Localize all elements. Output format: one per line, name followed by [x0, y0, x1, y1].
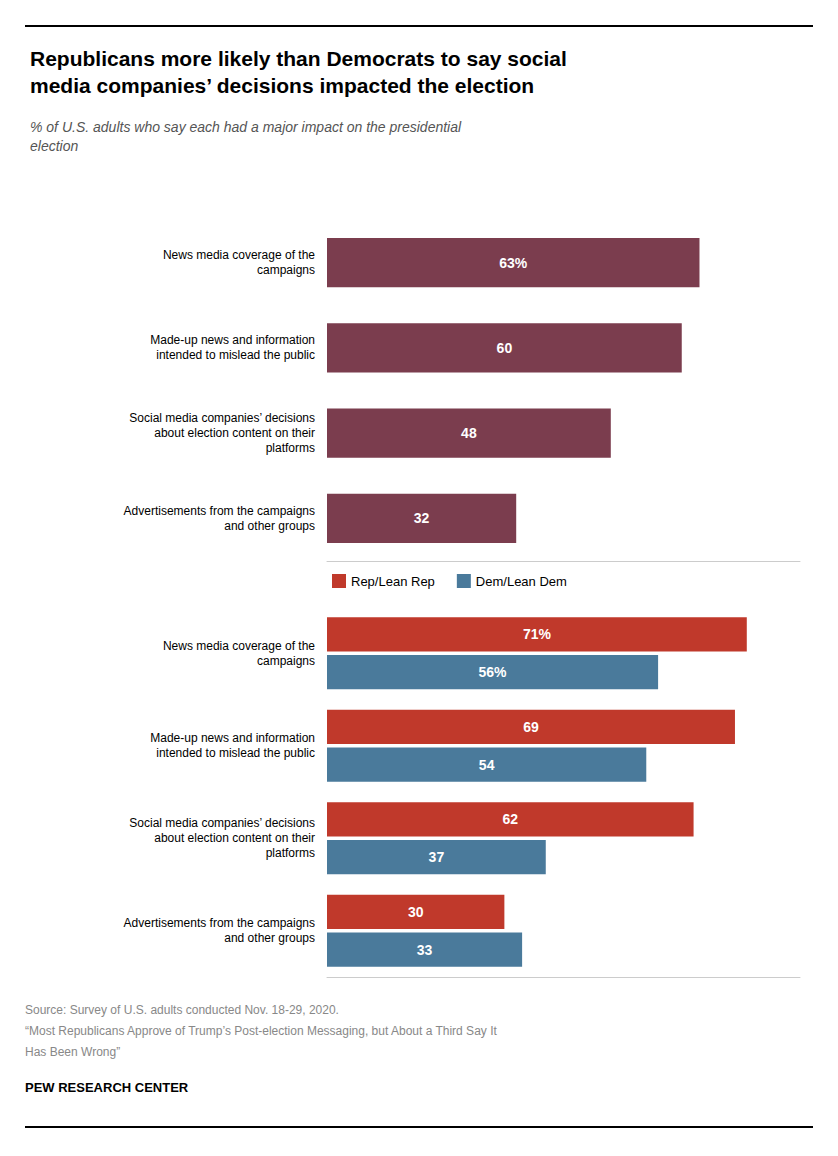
svg-text:33: 33	[417, 942, 433, 958]
svg-text:News media coverage of the: News media coverage of the	[163, 639, 315, 653]
svg-text:“Most Republicans Approve of T: “Most Republicans Approve of Trump’s Pos…	[25, 1024, 497, 1038]
svg-text:48: 48	[461, 425, 477, 441]
svg-text:platforms: platforms	[266, 441, 315, 455]
svg-text:Source: Survey of U.S. adults: Source: Survey of U.S. adults conducted …	[25, 1003, 339, 1017]
svg-text:Made-up news and information: Made-up news and information	[150, 731, 315, 745]
svg-text:Made-up news and information: Made-up news and information	[150, 333, 315, 347]
svg-text:and other groups: and other groups	[224, 519, 315, 533]
svg-text:60: 60	[497, 340, 513, 356]
svg-text:54: 54	[479, 757, 495, 773]
svg-text:% of U.S. adults who say each: % of U.S. adults who say each had a majo…	[30, 119, 462, 135]
svg-text:Social media companies’ decisi: Social media companies’ decisions	[129, 411, 315, 425]
svg-text:media companies’ decisions imp: media companies’ decisions impacted the …	[30, 74, 534, 97]
svg-text:71%: 71%	[523, 626, 552, 642]
svg-text:about election content on thei: about election content on their	[154, 831, 315, 845]
svg-text:37: 37	[429, 849, 445, 865]
svg-text:69: 69	[523, 719, 539, 735]
svg-text:News media coverage of the: News media coverage of the	[163, 248, 315, 262]
svg-text:campaigns: campaigns	[257, 654, 315, 668]
svg-text:about election content on thei: about election content on their	[154, 426, 315, 440]
svg-text:PEW RESEARCH CENTER: PEW RESEARCH CENTER	[25, 1080, 189, 1095]
svg-text:56%: 56%	[479, 664, 508, 680]
svg-text:Republicans more likely than D: Republicans more likely than Democrats t…	[30, 47, 567, 70]
svg-text:Dem/Lean Dem: Dem/Lean Dem	[476, 574, 567, 589]
svg-text:Rep/Lean Rep: Rep/Lean Rep	[351, 574, 435, 589]
svg-text:63%: 63%	[499, 255, 528, 271]
svg-text:62: 62	[502, 811, 518, 827]
svg-text:Has Been Wrong”: Has Been Wrong”	[25, 1045, 120, 1059]
svg-text:32: 32	[414, 510, 430, 526]
svg-text:platforms: platforms	[266, 846, 315, 860]
svg-text:and other groups: and other groups	[224, 931, 315, 945]
svg-text:election: election	[30, 138, 78, 154]
svg-text:Advertisements from the campai: Advertisements from the campaigns	[124, 504, 315, 518]
svg-text:Advertisements from the campai: Advertisements from the campaigns	[124, 916, 315, 930]
svg-text:intended to mislead the public: intended to mislead the public	[156, 348, 315, 362]
svg-text:Social media companies’ decisi: Social media companies’ decisions	[129, 816, 315, 830]
svg-text:intended to mislead the public: intended to mislead the public	[156, 746, 315, 760]
svg-text:30: 30	[408, 904, 424, 920]
svg-text:campaigns: campaigns	[257, 263, 315, 277]
